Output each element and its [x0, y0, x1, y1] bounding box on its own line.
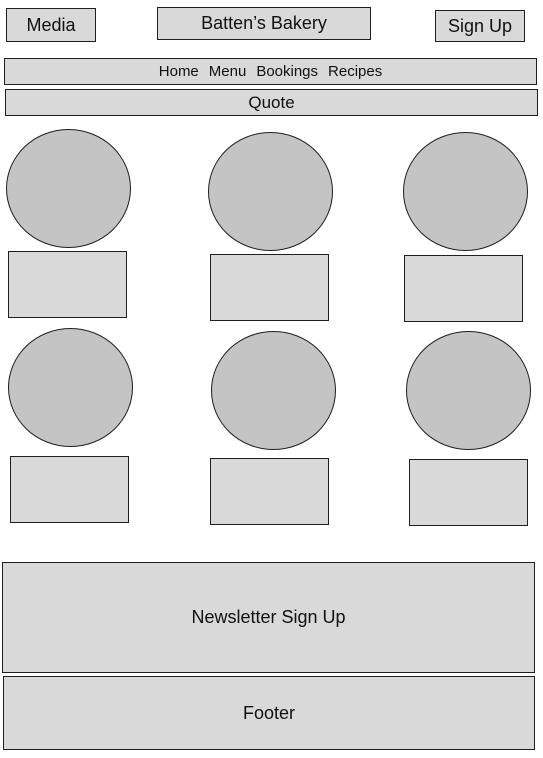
product-image-placeholder: [406, 331, 531, 450]
product-card[interactable]: [210, 254, 329, 321]
sign-up-button[interactable]: Sign Up: [435, 10, 525, 42]
nav-bookings-link[interactable]: Bookings: [256, 63, 319, 80]
media-label: Media: [26, 14, 76, 35]
sign-up-label: Sign Up: [447, 15, 513, 36]
product-card[interactable]: [10, 456, 129, 523]
product-card[interactable]: [8, 251, 127, 318]
product-image-placeholder: [6, 129, 131, 248]
site-title: Batten’s Bakery: [157, 7, 371, 40]
footer: Footer: [3, 676, 535, 750]
nav-recipes-link[interactable]: Recipes: [328, 63, 383, 80]
product-image-placeholder: [8, 328, 133, 447]
product-image-placeholder: [208, 132, 333, 251]
quote-bar: Quote: [5, 89, 538, 116]
quote-label: Quote: [248, 92, 295, 112]
footer-label: Footer: [242, 702, 296, 723]
product-card[interactable]: [404, 255, 523, 322]
nav-menu-link[interactable]: Menu: [208, 63, 247, 80]
product-image-placeholder: [403, 132, 528, 251]
newsletter-label: Newsletter Sign Up: [191, 607, 346, 627]
media-button[interactable]: Media: [6, 8, 96, 42]
nav-bar: Home Menu Bookings Recipes: [4, 58, 537, 85]
product-card[interactable]: [210, 458, 329, 525]
nav-home-link[interactable]: Home: [158, 63, 199, 80]
newsletter-signup[interactable]: Newsletter Sign Up: [2, 562, 535, 673]
site-title-text: Batten’s Bakery: [201, 13, 327, 33]
product-image-placeholder: [211, 331, 336, 450]
product-card[interactable]: [409, 459, 528, 526]
